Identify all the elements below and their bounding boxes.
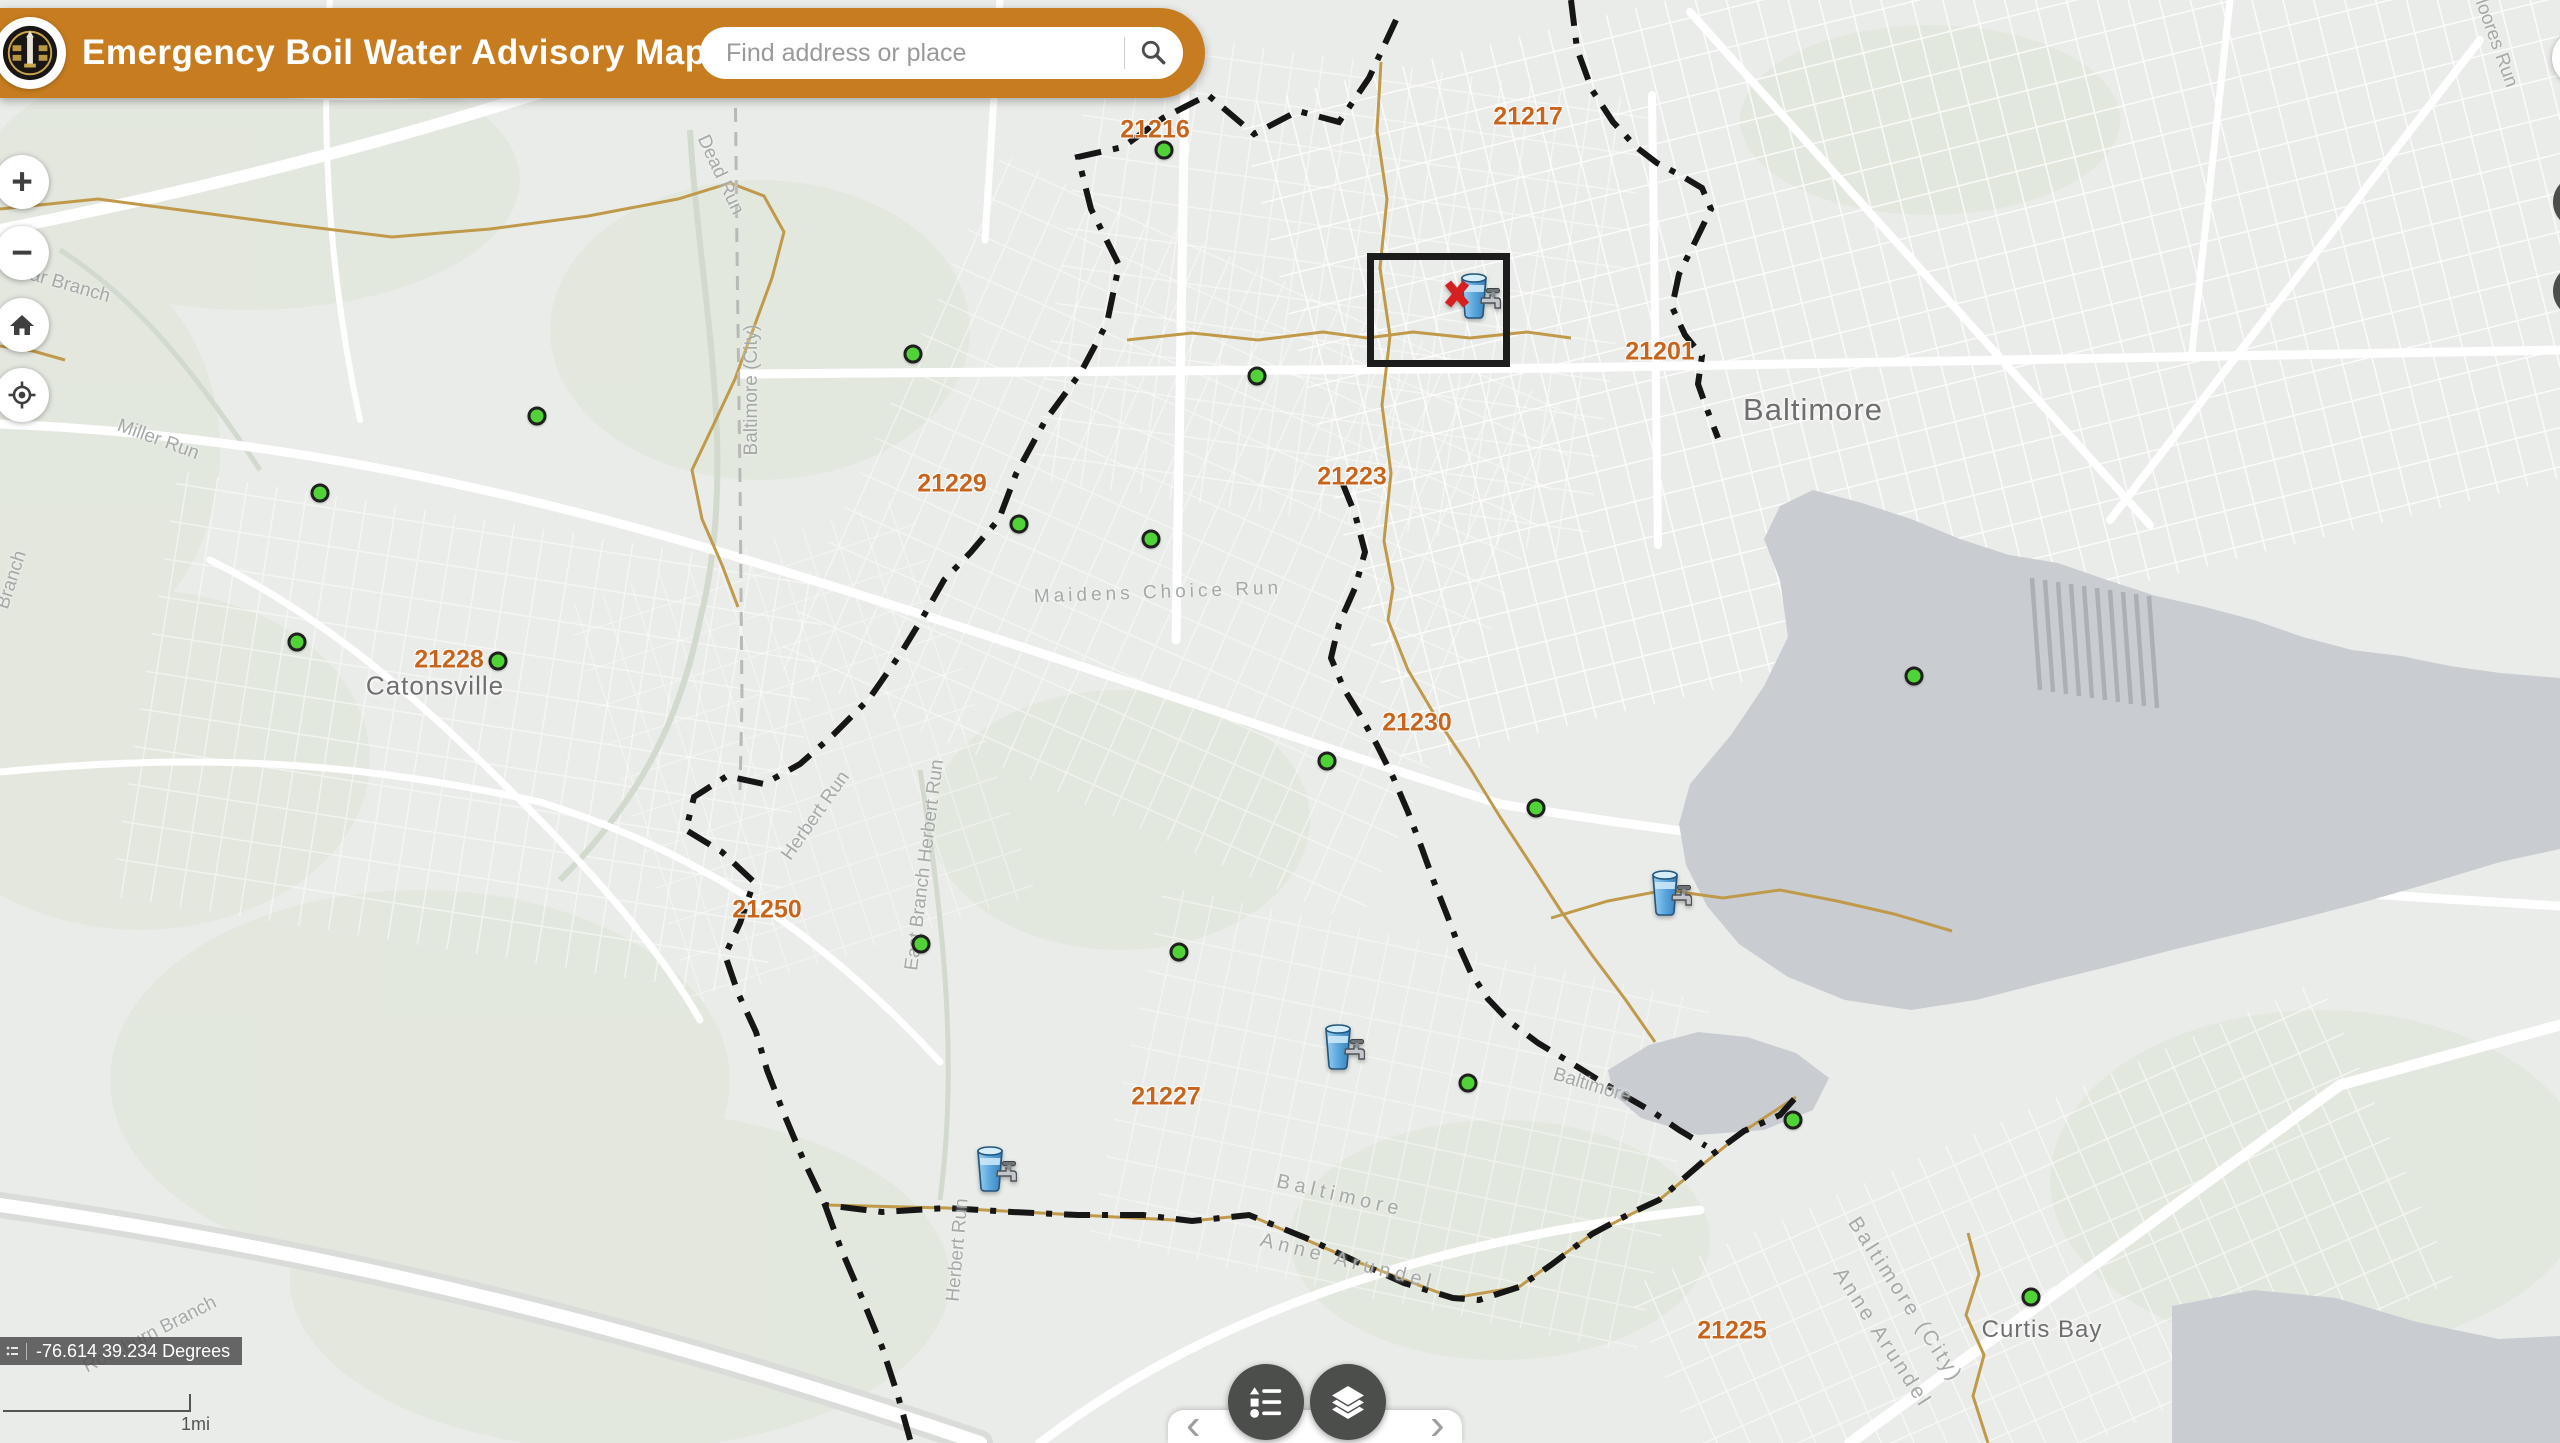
page-title: Emergency Boil Water Advisory Map [82, 33, 707, 72]
stream-label: Branch [0, 547, 31, 612]
home-icon [10, 315, 34, 335]
zipcode-label: 21225 [1697, 1316, 1767, 1345]
layers-icon [1332, 1386, 1364, 1419]
layers-button[interactable] [1310, 1364, 1386, 1440]
search-input[interactable] [700, 27, 1124, 79]
advisory-site-marker[interactable] [310, 483, 330, 503]
water-distribution-site-marker[interactable] [1319, 1022, 1366, 1072]
advisory-site-marker[interactable] [911, 934, 931, 954]
stream-label: Moores Run [2466, 0, 2523, 91]
locate-button[interactable] [0, 368, 49, 422]
advisory-site-marker[interactable] [1783, 1110, 1803, 1130]
advisory-site-marker[interactable] [2021, 1287, 2041, 1307]
stream-label: Baltimore [1550, 1063, 1634, 1108]
coordinate-divider [26, 1342, 27, 1360]
zipcode-label: 21250 [732, 895, 802, 924]
header-banner: Emergency Boil Water Advisory Map [0, 8, 1205, 98]
advisory-site-marker[interactable] [1169, 942, 1189, 962]
zipcode-label: 21229 [917, 469, 987, 498]
coordinate-text: -76.614 39.234 Degrees [36, 1340, 231, 1361]
zipcode-label: 21227 [1131, 1082, 1201, 1111]
edge-button-top[interactable] [2552, 30, 2560, 86]
advisory-site-marker[interactable] [1154, 140, 1174, 160]
panel-next-button[interactable]: › [1424, 1402, 1451, 1443]
coordinate-bar: -76.614 39.234 Degrees [0, 1337, 243, 1365]
advisory-site-marker[interactable] [527, 406, 547, 426]
zipcode-label: 21223 [1317, 462, 1387, 491]
city-label: Curtis Bay [1981, 1316, 2103, 1343]
advisory-site-marker[interactable] [1526, 798, 1546, 818]
city-label: Baltimore [1743, 392, 1883, 427]
advisory-site-marker[interactable] [903, 344, 923, 364]
water-distribution-site-marker[interactable] [1444, 271, 1502, 321]
stream-label: Herbert Run [942, 1197, 973, 1303]
stream-label: Baltimore [1274, 1170, 1406, 1221]
locate-icon [8, 381, 36, 409]
stream-label: Rockburn Branch [79, 1291, 220, 1378]
advisory-site-marker[interactable] [1904, 666, 1924, 686]
highlight-extent-rect [1367, 253, 1510, 367]
scale-bar-label: 1mi [181, 1414, 211, 1434]
zoom-out-button[interactable]: − [0, 226, 49, 280]
advisory-site-marker[interactable] [287, 632, 307, 652]
edge-button-middle[interactable] [2553, 175, 2560, 229]
advisory-site-marker[interactable] [1009, 514, 1029, 534]
water-glass-faucet-icon [1652, 870, 1693, 916]
zipcode-label: 21217 [1493, 102, 1563, 131]
panel-prev-button[interactable]: ‹ [1180, 1402, 1207, 1443]
search-button[interactable] [1125, 27, 1183, 79]
search-icon [1141, 40, 1166, 65]
water-distribution-site-marker[interactable] [1646, 868, 1693, 918]
water-distribution-site-marker[interactable] [971, 1144, 1018, 1194]
advisory-site-marker[interactable] [1141, 529, 1161, 549]
closed-x-icon [1444, 277, 1470, 311]
scale-bar: 1mi [3, 1394, 210, 1434]
stream-label: Maidens Choice Run [1033, 577, 1283, 608]
legend-button[interactable] [1228, 1364, 1304, 1440]
stream-label: Baltimore (City) [741, 324, 762, 456]
stream-label: Miller Run [114, 415, 202, 465]
water-glass-faucet-icon [1325, 1024, 1366, 1070]
coordinate-settings-icon[interactable] [5, 1344, 19, 1358]
baltimore-seal-icon [2, 25, 58, 81]
home-button[interactable] [0, 298, 49, 352]
stream-label: Dead Run [692, 131, 749, 218]
edge-button-bottom[interactable] [2553, 264, 2560, 318]
zoom-in-button[interactable]: + [0, 155, 49, 209]
advisory-site-marker[interactable] [1247, 366, 1267, 386]
scale-bar-line [3, 1394, 191, 1412]
advisory-site-marker[interactable] [488, 651, 508, 671]
water-glass-faucet-icon [977, 1146, 1018, 1192]
advisory-site-marker[interactable] [1317, 751, 1337, 771]
stream-label: Herbert Run [777, 767, 854, 865]
baltimore-seal-logo[interactable] [0, 17, 66, 89]
city-label: Catonsville [365, 670, 505, 701]
search-box [700, 27, 1183, 79]
legend-icon [1249, 1387, 1282, 1418]
search-divider [1124, 37, 1125, 69]
advisory-site-marker[interactable] [1458, 1073, 1478, 1093]
zipcode-label: 21201 [1625, 337, 1695, 366]
zipcode-label: 21228 [414, 645, 484, 674]
water-glass-faucet-icon [1461, 273, 1502, 319]
stream-label: Anne Arundel [1258, 1229, 1439, 1294]
zipcode-label: 21216 [1120, 115, 1190, 144]
zipcode-label: 21230 [1382, 708, 1452, 737]
